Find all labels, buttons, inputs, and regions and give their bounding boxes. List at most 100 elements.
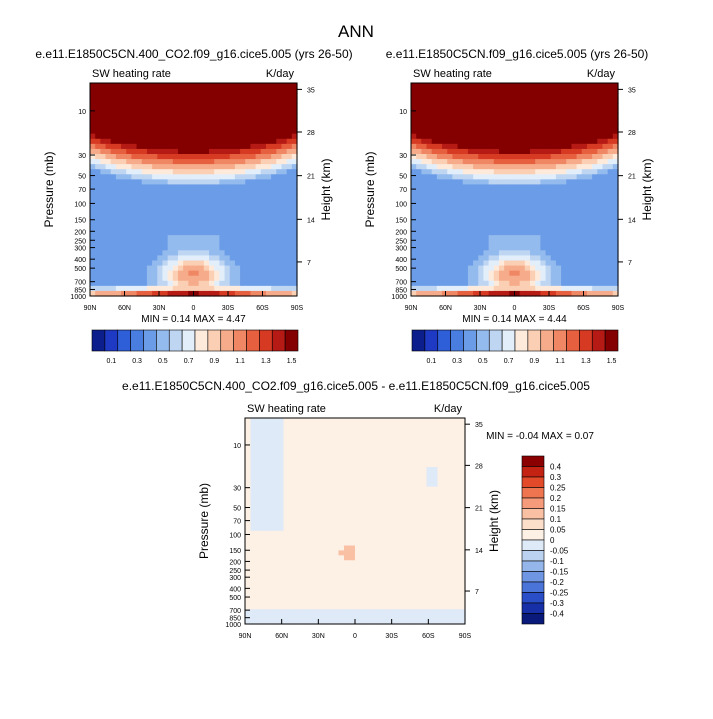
contour-cell — [509, 108, 515, 114]
contour-cell — [251, 595, 257, 601]
contour-cell — [509, 235, 515, 241]
contour-cell — [597, 195, 603, 201]
contour-cell — [602, 261, 608, 267]
contour-cell — [405, 575, 411, 581]
contour-cell — [602, 179, 608, 185]
contour-cell — [499, 230, 505, 236]
contour-cell — [235, 220, 241, 226]
contour-cell — [377, 536, 383, 542]
contour-cell — [90, 119, 96, 125]
contour-cell — [245, 129, 251, 135]
contour-cell — [147, 169, 153, 175]
contour-cell — [266, 250, 272, 256]
contour-cell — [271, 200, 277, 206]
contour-cell — [311, 580, 317, 586]
contour-cell — [556, 245, 562, 251]
contour-cell — [489, 103, 495, 109]
contour-cell — [416, 88, 422, 94]
contour-cell — [100, 124, 106, 130]
contour-cell — [204, 98, 210, 104]
contour-cell — [256, 174, 262, 180]
colorbar-swatch — [476, 330, 489, 351]
contour-cell — [276, 144, 282, 150]
contour-cell — [410, 565, 416, 571]
contour-cell — [256, 139, 262, 145]
contour-cell — [437, 98, 443, 104]
contour-cell — [121, 159, 127, 165]
contour-cell — [278, 546, 284, 552]
contour-cell — [421, 428, 427, 434]
contour-cell — [131, 149, 137, 155]
contour-cell — [350, 462, 356, 468]
contour-cell — [432, 225, 438, 231]
contour-cell — [416, 526, 422, 532]
contour-cell — [271, 103, 277, 109]
contour-cell — [328, 546, 334, 552]
contour-cell — [204, 230, 210, 236]
contour-cell — [421, 496, 427, 502]
contour-cell — [173, 154, 179, 160]
contour-cell — [416, 281, 422, 287]
contour-cell — [100, 190, 106, 196]
contour-cell — [383, 580, 389, 586]
contour-cell — [278, 447, 284, 453]
contour-cell — [432, 467, 438, 473]
contour-cell — [509, 164, 515, 170]
contour-cell — [100, 235, 106, 241]
contour-cell — [142, 200, 148, 206]
contour-cell — [284, 521, 290, 527]
contour-cell — [437, 210, 443, 216]
contour-cell — [597, 220, 603, 226]
contour-cell — [489, 113, 495, 119]
contour-cell — [556, 149, 562, 155]
contour-cell — [421, 526, 427, 532]
contour-cell — [447, 276, 453, 282]
contour-cell — [520, 93, 526, 99]
contour-cell — [230, 220, 236, 226]
contour-cell — [587, 276, 593, 282]
contour-cell — [463, 240, 469, 246]
contour-cell — [287, 245, 293, 251]
contour-cell — [530, 205, 536, 211]
contour-cell — [350, 501, 356, 507]
contour-cell — [437, 108, 443, 114]
contour-cell — [587, 195, 593, 201]
contour-cell — [178, 266, 184, 272]
contour-cell — [388, 433, 394, 439]
x-tick-label: 90N — [84, 305, 97, 312]
contour-cell — [454, 506, 460, 512]
contour-cell — [344, 590, 350, 596]
contour-cell — [377, 546, 383, 552]
contour-cell — [361, 506, 367, 512]
contour-cell — [322, 580, 328, 586]
contour-cell — [137, 113, 143, 119]
contour-cell — [509, 119, 515, 125]
contour-cell — [183, 164, 189, 170]
contour-cell — [157, 179, 163, 185]
contour-cell — [463, 190, 469, 196]
contour-cell — [525, 286, 531, 292]
contour-cell — [515, 159, 521, 165]
contour-cell — [261, 230, 267, 236]
colorbar-swatch — [515, 330, 528, 351]
contour-cell — [473, 286, 479, 292]
contour-cell — [235, 281, 241, 287]
contour-cell — [339, 443, 345, 449]
contour-cell — [199, 144, 205, 150]
contour-cell — [194, 261, 200, 267]
contour-cell — [116, 210, 122, 216]
contour-cell — [266, 179, 272, 185]
contour-cell — [147, 113, 153, 119]
contour-cell — [111, 169, 117, 175]
contour-cell — [267, 501, 273, 507]
contour-cell — [287, 230, 293, 236]
contour-cell — [235, 230, 241, 236]
contour-cell — [447, 200, 453, 206]
contour-cell — [494, 103, 500, 109]
contour-cell — [458, 154, 464, 160]
contour-cell — [366, 585, 372, 591]
contour-cell — [530, 210, 536, 216]
contour-cell — [421, 447, 427, 453]
contour-cell — [328, 521, 334, 527]
contour-cell — [142, 83, 148, 89]
